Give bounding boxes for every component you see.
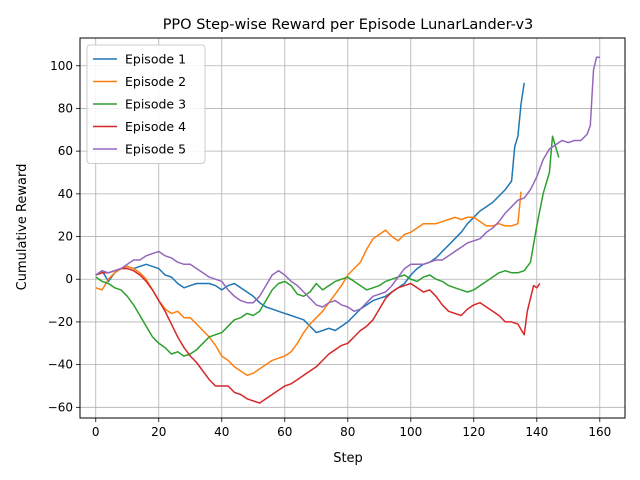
y-tick-label: −20 — [48, 315, 73, 329]
y-tick-label: 100 — [50, 59, 73, 73]
x-tick-label: 80 — [340, 425, 355, 439]
legend-label-episode-5: Episode 5 — [125, 142, 186, 157]
y-tick-label: 0 — [65, 272, 73, 286]
x-tick-label: 160 — [588, 425, 611, 439]
y-tick-label: −60 — [48, 400, 73, 414]
y-tick-label: 60 — [58, 144, 73, 158]
y-axis-label: Cumulative Reward — [15, 164, 30, 291]
series-lines — [95, 56, 600, 404]
y-tick-label: 40 — [58, 187, 73, 201]
plot-frame — [79, 37, 626, 419]
grid-lines — [80, 38, 625, 418]
x-tick-label: 100 — [399, 425, 422, 439]
x-tick-label: 20 — [151, 425, 166, 439]
y-tick-label: 80 — [58, 101, 73, 115]
legend: Episode 1 Episode 2 Episode 3 Episode 4 Epis… — [86, 44, 206, 164]
y-axis-ticks: −60 −40 −20 0 20 40 60 80 100 — [48, 59, 80, 414]
x-axis-ticks: 0 20 40 60 80 100 120 140 160 — [92, 418, 611, 439]
legend-label-episode-4: Episode 4 — [125, 119, 186, 134]
series-line-episode-3 — [95, 135, 560, 357]
series-line-episode-5 — [95, 56, 600, 313]
x-tick-label: 40 — [214, 425, 229, 439]
legend-label-episode-3: Episode 3 — [125, 97, 186, 112]
series-line-episode-2 — [95, 191, 522, 377]
y-tick-label: −40 — [48, 358, 73, 372]
x-axis-label: Step — [333, 451, 363, 466]
y-tick-label: 20 — [58, 230, 73, 244]
legend-label-episode-2: Episode 2 — [125, 74, 186, 89]
chart-title: PPO Step-wise Reward per Episode LunarLa… — [163, 17, 534, 33]
series-line-episode-4 — [95, 267, 541, 404]
legend-label-episode-1: Episode 1 — [125, 52, 186, 67]
x-tick-label: 60 — [277, 425, 292, 439]
legend-box — [86, 44, 206, 164]
x-tick-label: 120 — [462, 425, 485, 439]
x-tick-label: 0 — [92, 425, 100, 439]
x-tick-label: 140 — [525, 425, 548, 439]
series-line-episode-1 — [95, 82, 525, 334]
